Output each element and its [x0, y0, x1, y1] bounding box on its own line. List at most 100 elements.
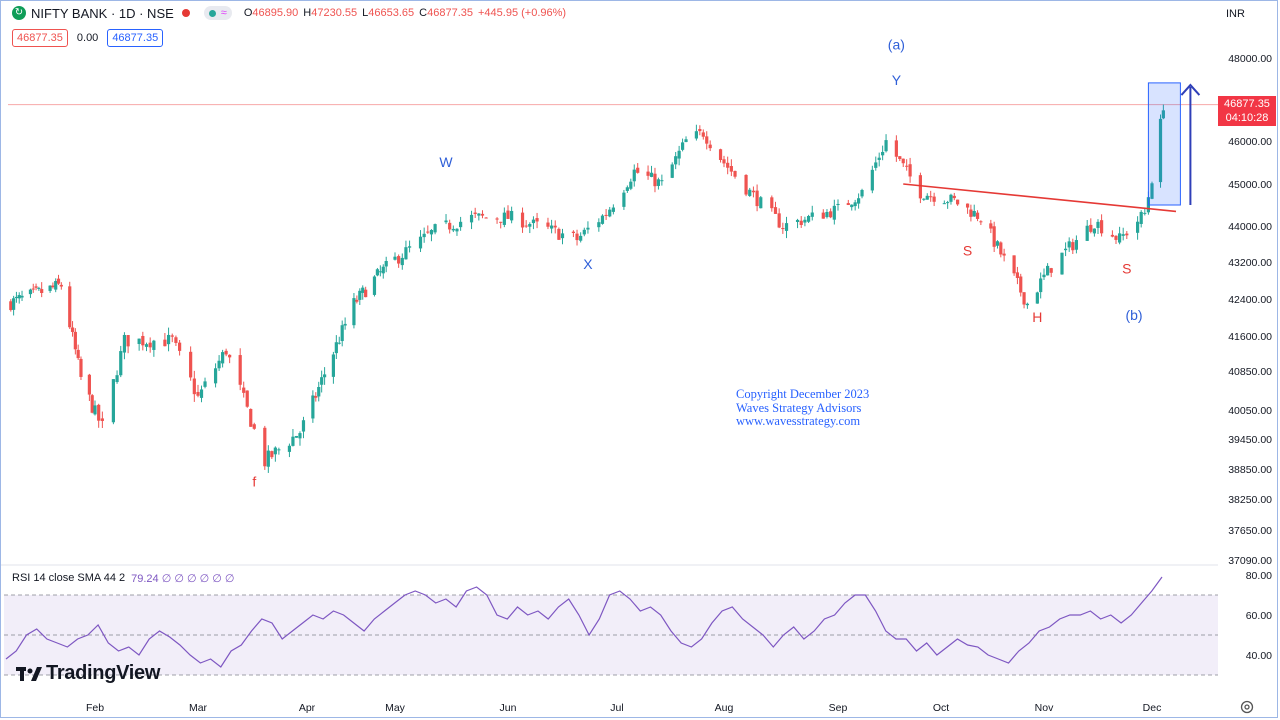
candle-body: [803, 219, 807, 223]
buy-price-button[interactable]: 46877.35: [107, 29, 164, 47]
candle-body: [76, 349, 80, 359]
candle-body: [495, 218, 499, 220]
rsi-tick-label: 80.00: [1246, 570, 1272, 582]
candle-body: [1096, 221, 1100, 228]
price-tick-label: 40850.00: [1228, 366, 1272, 378]
candle-body: [660, 180, 664, 182]
candle-body: [922, 198, 926, 200]
candle-body: [925, 195, 929, 200]
candle-body: [1092, 228, 1096, 234]
candle-body: [550, 225, 554, 229]
candle-body: [422, 233, 426, 238]
currency-label[interactable]: INR: [1226, 8, 1245, 20]
candle-body: [874, 162, 878, 168]
symbol-legend: ↻ NIFTY BANK · 1D · NSE ≈ O 46895.90 H 4723…: [12, 4, 571, 22]
ohlc-value: 46895.90: [252, 7, 299, 19]
candle-body: [502, 212, 506, 225]
candle-body: [932, 196, 936, 202]
candle-body: [575, 233, 579, 241]
candle-body: [358, 290, 362, 300]
candle-body: [670, 164, 674, 178]
candle-body: [317, 387, 321, 397]
breakout-highlight-box: [1147, 82, 1181, 206]
candle-body: [999, 242, 1003, 255]
candle-body: [28, 289, 33, 295]
indicator-toggle-pill[interactable]: ≈: [203, 6, 232, 20]
candle-body: [397, 256, 401, 264]
candle-body: [73, 331, 77, 350]
sell-price-button[interactable]: 46877.35: [12, 29, 68, 47]
candle-body: [748, 189, 752, 196]
time-tick-label: Mar: [189, 702, 208, 714]
candle-body: [480, 213, 485, 216]
candle-body: [473, 212, 477, 214]
candle-body: [979, 221, 983, 223]
candle-body: [726, 162, 730, 168]
rsi-pane: 80.00 60.00 40.00: [4, 570, 1272, 676]
candle-body: [898, 156, 902, 159]
rsi-label[interactable]: RSI 14 close SMA 44 2: [12, 572, 126, 584]
time-tick-label: Aug: [715, 702, 734, 714]
candle-body: [323, 374, 327, 378]
price-tick-label: 41600.00: [1228, 331, 1272, 343]
candle-body: [9, 301, 13, 311]
price-tick-label: 44000.00: [1228, 221, 1272, 233]
candle-body: [597, 222, 601, 228]
candle-body: [524, 225, 528, 227]
rsi-value: 79.24 ∅ ∅ ∅ ∅ ∅ ∅: [131, 573, 235, 585]
market-status-icon[interactable]: [181, 9, 190, 17]
candle-body: [393, 256, 397, 260]
time-tick-label: May: [385, 702, 406, 714]
candle-body: [451, 228, 455, 231]
copyright-line-3: www.wavesstrategy.com: [736, 414, 861, 428]
candle-body: [196, 391, 200, 396]
circle-arrow-icon[interactable]: ↻: [12, 6, 26, 20]
candle-body: [100, 418, 104, 421]
ohlc-key: L: [362, 7, 369, 19]
wave-label: Y: [892, 72, 902, 88]
candle-body: [170, 335, 174, 337]
ohlc-value: 46877.35: [427, 7, 473, 19]
price-tick-label: 42400.00: [1228, 294, 1272, 306]
tradingview-logo[interactable]: TradingView: [16, 662, 160, 685]
candle-body: [433, 224, 437, 233]
candle-body: [733, 170, 737, 177]
candle-body: [93, 405, 97, 415]
candle-body: [946, 202, 950, 204]
candle-body: [444, 220, 448, 223]
candle-body: [163, 339, 167, 347]
candle-body: [224, 350, 228, 355]
candle-body: [1067, 241, 1071, 248]
candle-body: [245, 390, 249, 407]
candle-body: [34, 286, 38, 288]
candle-body: [1022, 292, 1026, 305]
candle-body: [956, 199, 960, 205]
copyright-line-2: Waves Strategy Advisors: [736, 400, 862, 415]
candle-body: [1100, 220, 1104, 234]
candle-body: [656, 179, 661, 186]
candle-body: [221, 352, 225, 364]
candle-body: [622, 192, 626, 207]
candle-body: [952, 195, 956, 199]
candle-body: [718, 149, 723, 160]
candle-body: [860, 189, 864, 197]
candle-body: [850, 204, 854, 208]
candle-body: [877, 157, 881, 160]
candle-body: [48, 285, 52, 291]
tradingview-logo-text: TradingView: [46, 662, 161, 684]
candle-body: [287, 445, 292, 452]
symbol-title[interactable]: NIFTY BANK · 1D · NSE: [31, 5, 174, 21]
candle-body: [506, 210, 510, 219]
candle-body: [759, 197, 763, 209]
candle-body: [773, 207, 778, 214]
candle-body: [400, 257, 404, 266]
candle-body: [119, 351, 123, 376]
price-tick-label: 45000.00: [1228, 179, 1272, 191]
candle-body: [729, 166, 733, 172]
candle-body: [969, 209, 973, 217]
candle-body: [137, 338, 141, 345]
settings-gear-icon[interactable]: [1240, 700, 1254, 714]
candle-body: [148, 342, 152, 348]
candle-body: [1046, 265, 1050, 276]
